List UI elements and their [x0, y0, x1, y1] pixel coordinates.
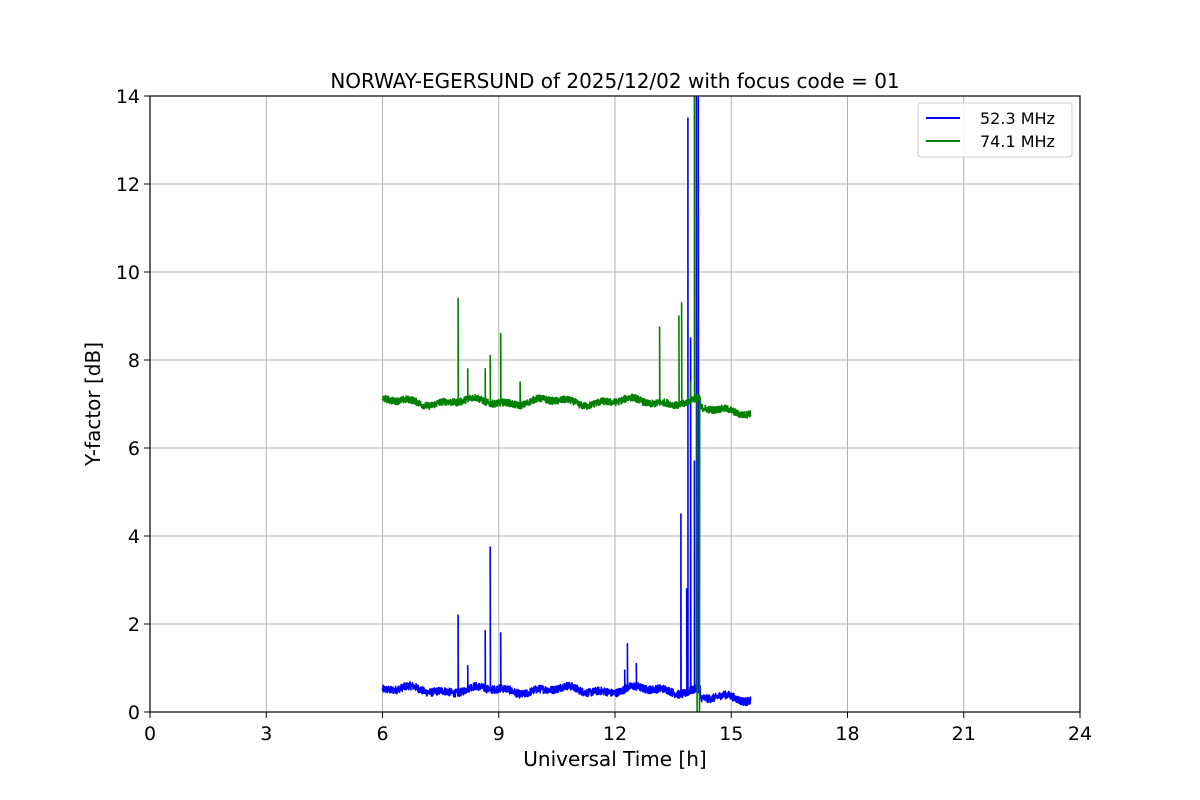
legend-box — [917, 102, 1073, 158]
legend-label: 74.1 MHz — [980, 132, 1055, 151]
x-tick-label: 3 — [260, 723, 272, 745]
x-tick-label: 9 — [493, 723, 505, 745]
y-tick-label: 4 — [128, 526, 140, 548]
x-tick-label: 18 — [835, 723, 859, 745]
series-layer — [381, 96, 752, 712]
x-tick-label: 12 — [603, 723, 627, 745]
y-tick-label: 10 — [116, 262, 140, 284]
legend: 52.3 MHz 74.1 MHz — [917, 102, 1073, 158]
x-tick-label: 21 — [952, 723, 976, 745]
x-tick-label: 24 — [1068, 723, 1092, 745]
y-tick-label: 14 — [116, 86, 140, 108]
x-tick-label: 0 — [144, 723, 156, 745]
y-axis: 0 2 4 6 8 10 12 14 — [116, 86, 150, 724]
x-axis: 0 3 6 9 12 15 18 21 24 — [144, 712, 1092, 745]
y-tick-label: 0 — [128, 702, 140, 724]
x-tick-label: 15 — [719, 723, 743, 745]
y-axis-label: Y-factor [dB] — [81, 342, 105, 467]
y-tick-label: 12 — [116, 174, 140, 196]
y-tick-label: 6 — [128, 438, 140, 460]
series-line-1 — [381, 96, 752, 707]
legend-label: 52.3 MHz — [980, 109, 1055, 128]
x-tick-label: 6 — [376, 723, 388, 745]
series-line-2 — [381, 96, 752, 712]
y-tick-label: 2 — [128, 614, 140, 636]
chart-title: NORWAY-EGERSUND of 2025/12/02 with focus… — [330, 69, 899, 93]
y-tick-label: 8 — [128, 350, 140, 372]
x-axis-label: Universal Time [h] — [523, 747, 706, 771]
